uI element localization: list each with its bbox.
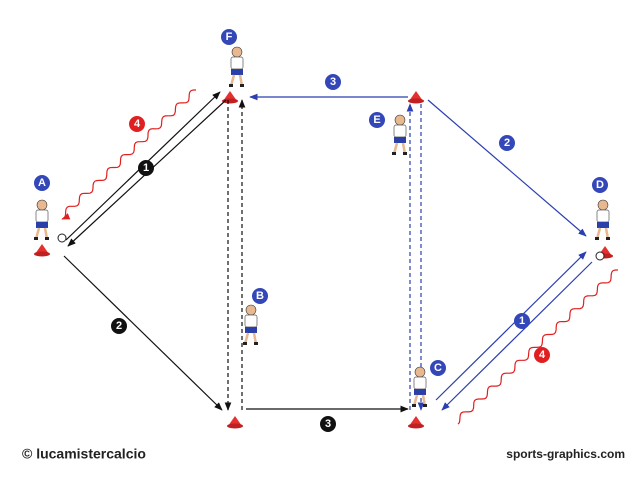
step-label: 4 bbox=[539, 349, 546, 361]
copyright: © lucamistercalcio bbox=[22, 446, 146, 462]
player-badge: A bbox=[34, 175, 50, 191]
site-credit: sports-graphics.com bbox=[506, 447, 625, 461]
player-label: C bbox=[434, 362, 442, 374]
cones bbox=[34, 91, 613, 429]
player-label: E bbox=[373, 114, 380, 126]
step-badge: 1 bbox=[138, 160, 154, 176]
players bbox=[32, 45, 612, 409]
step-label: 1 bbox=[519, 315, 525, 327]
step-label: 2 bbox=[116, 320, 122, 332]
player-label: D bbox=[596, 179, 604, 191]
step-badge: 3 bbox=[325, 74, 341, 90]
step-label: 1 bbox=[143, 162, 149, 174]
player-badge: C bbox=[430, 360, 446, 376]
step-label: 3 bbox=[325, 418, 331, 430]
player-badge: D bbox=[592, 177, 608, 193]
player-badge: F bbox=[221, 29, 237, 45]
player-label: A bbox=[38, 177, 46, 189]
player-label: B bbox=[256, 290, 264, 302]
step-badge: 1 bbox=[514, 313, 530, 329]
step-label: 4 bbox=[134, 118, 141, 130]
player-labels: A B C D E F bbox=[34, 29, 608, 376]
step-badge: 2 bbox=[111, 318, 127, 334]
step-badge: 3 bbox=[320, 416, 336, 432]
step-label: 2 bbox=[504, 137, 510, 149]
step-label: 3 bbox=[330, 76, 336, 88]
player-badge: E bbox=[369, 112, 385, 128]
player-label: F bbox=[226, 31, 233, 43]
step-badge: 4 bbox=[534, 347, 550, 363]
step-labels: 1 2 3 1 2 3 4 4 bbox=[111, 74, 550, 432]
step-badge: 4 bbox=[129, 116, 145, 132]
dribble-path bbox=[61, 89, 196, 220]
player-badge: B bbox=[252, 288, 268, 304]
step-badge: 2 bbox=[499, 135, 515, 151]
dribble-path bbox=[457, 269, 618, 425]
arrows bbox=[61, 89, 618, 425]
